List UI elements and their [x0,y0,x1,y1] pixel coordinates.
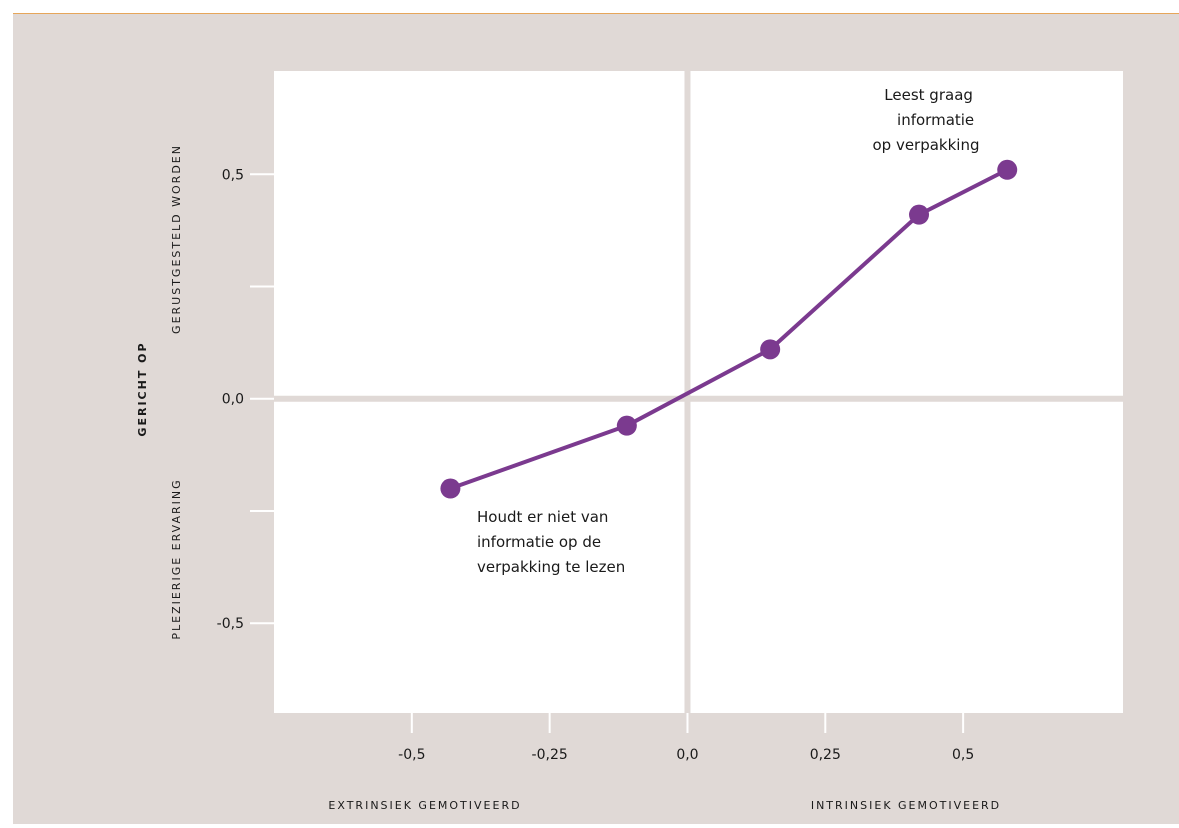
y-axis-label-main: GERICHT OP [136,341,149,436]
x-tick-label: 0,0 [676,747,698,763]
tick-marks [250,173,965,733]
annotation-top: Leest graag informatie op verpakking [872,86,979,154]
data-point [997,159,1018,180]
y-axis-label-top: GERUSTGESTELD WORDEN [170,144,183,334]
x-tick-label: 0,5 [952,747,974,763]
data-point [760,339,781,360]
data-point [616,415,637,436]
x-axis-label-right: INTRINSIEK GEMOTIVEERD [811,799,1001,812]
y-tick-label: 0,0 [222,392,244,408]
plot-area [274,71,1123,713]
y-tick-label: -0,5 [217,616,244,632]
tick-labels: -0,5 -0,25 0,0 0,25 0,5 0,5 0,0 -0,5 [217,167,975,763]
chart-svg: -0,5 -0,25 0,0 0,25 0,5 0,5 0,0 -0,5 EXTRINSIEK… [136,71,1123,812]
x-tick-label: -0,25 [532,747,568,763]
chart-frame: -0,5 -0,25 0,0 0,25 0,5 0,5 0,0 -0,5 EXTRINSIEK… [13,13,1179,824]
data-point [440,478,461,499]
data-point [909,204,930,225]
annotation-bottom: Houdt er niet van informatie op de verpa… [477,508,625,576]
data-series [440,159,1018,499]
x-axis-label-left: EXTRINSIEK GEMOTIVEERD [328,799,521,812]
x-tick-label: 0,25 [810,747,841,763]
y-axis-label-bottom: PLEZIERIGE ERVARING [170,478,183,639]
x-tick-label: -0,5 [398,747,425,763]
y-tick-label: 0,5 [222,167,244,183]
zero-axes [274,71,1123,721]
